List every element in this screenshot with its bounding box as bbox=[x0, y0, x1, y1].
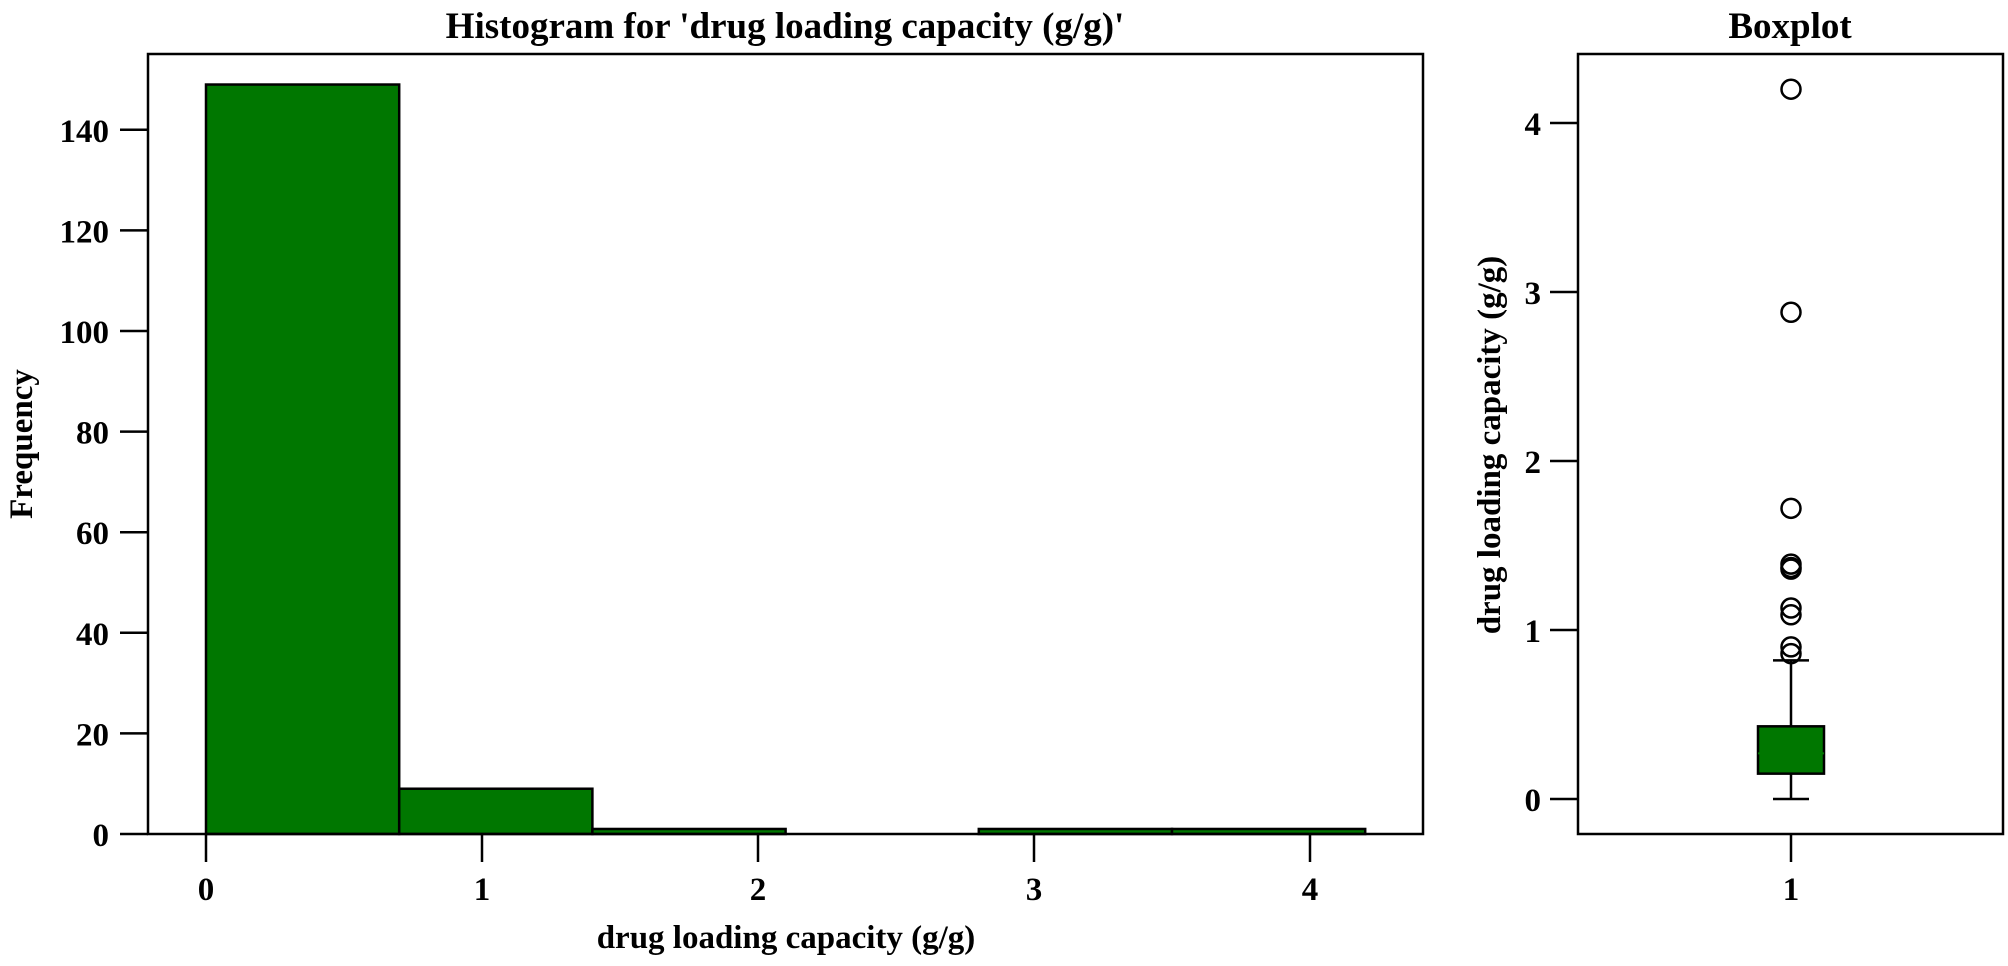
histogram-title: Histogram for 'drug loading capacity (g/… bbox=[446, 6, 1125, 47]
y-tick-label: 0 bbox=[93, 818, 110, 854]
outlier-point bbox=[1780, 597, 1802, 619]
x-tick-label: 4 bbox=[1302, 872, 1319, 908]
x-tick-label: 0 bbox=[198, 872, 215, 908]
y-tick-label: 120 bbox=[60, 214, 110, 250]
outlier-point bbox=[1780, 604, 1802, 626]
histogram-x-axis: 0 1 2 3 4 bbox=[198, 834, 1319, 908]
x-tick-label: 1 bbox=[474, 872, 491, 908]
y-tick-label: 80 bbox=[76, 416, 109, 452]
boxplot-x-axis: 1 bbox=[1783, 834, 1800, 908]
y-tick-label: 4 bbox=[1525, 107, 1542, 143]
outlier-point bbox=[1780, 78, 1802, 100]
x-tick-label: 2 bbox=[750, 872, 767, 908]
histogram-bar bbox=[204, 83, 401, 836]
boxplot-y-axis: 0 1 2 3 4 bbox=[1525, 107, 1578, 819]
boxplot-panel: Boxplot 0 1 2 3 4 1 drug loading capacity (g… bbox=[1472, 6, 2005, 908]
outlier-point bbox=[1780, 636, 1802, 658]
histogram-x-axis-label: drug loading capacity (g/g) bbox=[597, 920, 976, 956]
histogram-y-axis-label: Frequency bbox=[4, 369, 40, 519]
y-tick-label: 140 bbox=[60, 114, 110, 150]
y-tick-label: 0 bbox=[1525, 783, 1542, 819]
y-tick-label: 1 bbox=[1525, 614, 1542, 650]
y-tick-label: 100 bbox=[60, 315, 110, 351]
boxplot-outliers bbox=[1780, 78, 1802, 665]
y-tick-label: 2 bbox=[1525, 445, 1542, 481]
histogram-bars bbox=[204, 83, 1367, 836]
boxplot-title: Boxplot bbox=[1728, 6, 1852, 47]
histogram-panel: Histogram for 'drug loading capacity (g/… bbox=[4, 6, 1425, 956]
boxplot-y-axis-label: drug loading capacity (g/g) bbox=[1472, 256, 1508, 635]
interquartile-box bbox=[1756, 725, 1826, 775]
histogram-bar bbox=[397, 787, 594, 836]
outlier-point bbox=[1780, 642, 1802, 665]
outlier-point bbox=[1780, 497, 1802, 520]
x-tick-label: 1 bbox=[1783, 872, 1800, 908]
outlier-point bbox=[1780, 553, 1802, 575]
histogram-frame bbox=[146, 52, 1425, 836]
y-tick-label: 20 bbox=[76, 717, 109, 753]
y-tick-label: 3 bbox=[1525, 276, 1542, 312]
outlier-point bbox=[1780, 301, 1802, 324]
histogram-y-axis: 0 20 40 60 80 100 120 140 bbox=[60, 114, 148, 854]
boxplot-box bbox=[1756, 659, 1826, 801]
y-tick-label: 40 bbox=[76, 617, 109, 653]
y-tick-label: 60 bbox=[76, 516, 109, 552]
x-tick-label: 3 bbox=[1026, 872, 1043, 908]
